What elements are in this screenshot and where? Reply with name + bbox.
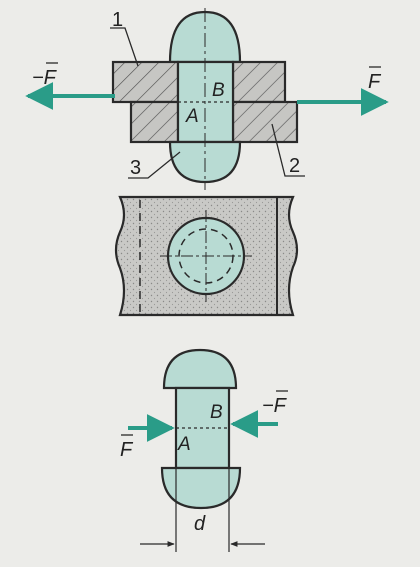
label-rivet-force-left: F [120, 439, 134, 461]
leader-part-2 [271, 123, 305, 177]
leader-part-1 [110, 27, 139, 67]
leader-part-3 [128, 151, 181, 179]
label-point-a: A [185, 106, 199, 127]
label-point-b: B [212, 80, 225, 101]
rivet-free-body: F −F A B d [120, 348, 288, 552]
label-part-3: 3 [130, 157, 141, 179]
label-point-a-rivet: A [177, 434, 191, 455]
label-part-1: 1 [112, 9, 123, 31]
plate-1-left [111, 60, 180, 104]
label-part-2: 2 [289, 155, 300, 177]
plate-2-right [231, 100, 299, 144]
rivet-iso-bottom-head [160, 466, 242, 510]
plate-2-left [129, 100, 180, 144]
section-view: 1 2 3 −F F A B [25, 8, 389, 190]
label-point-b-rivet: B [210, 402, 223, 423]
plan-view [114, 195, 299, 317]
plate-1-right [231, 60, 287, 104]
label-force-right: F [368, 71, 382, 93]
label-diameter: d [194, 513, 206, 535]
label-rivet-force-right: −F [262, 395, 288, 417]
rivet-iso-top-head [162, 348, 238, 390]
label-force-left: −F [32, 67, 58, 89]
